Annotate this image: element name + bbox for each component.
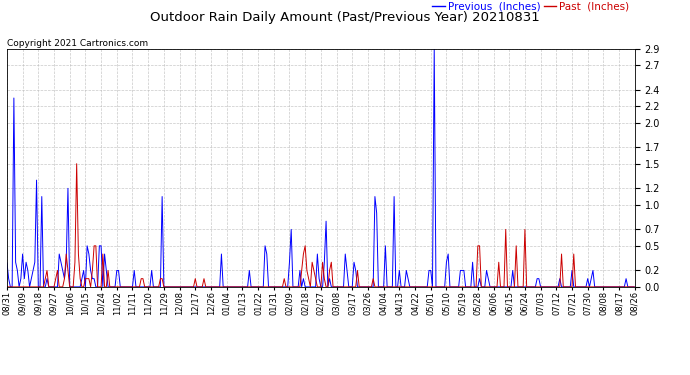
Legend: Previous  (Inches), Past  (Inches): Previous (Inches), Past (Inches) bbox=[433, 2, 629, 12]
Text: Outdoor Rain Daily Amount (Past/Previous Year) 20210831: Outdoor Rain Daily Amount (Past/Previous… bbox=[150, 11, 540, 24]
Text: Copyright 2021 Cartronics.com: Copyright 2021 Cartronics.com bbox=[7, 39, 148, 48]
